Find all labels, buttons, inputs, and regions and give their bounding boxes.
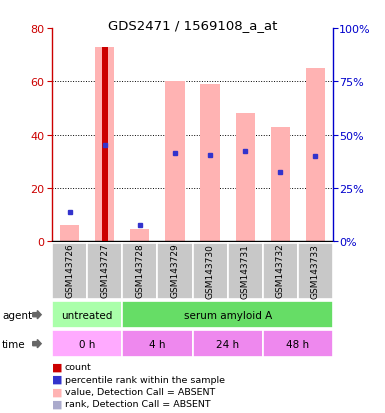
Bar: [165, 82, 184, 242]
Bar: [130, 230, 149, 242]
Text: GSM143733: GSM143733: [311, 243, 320, 298]
Text: GSM143732: GSM143732: [276, 243, 285, 298]
Bar: [236, 114, 255, 242]
Bar: [306, 69, 325, 242]
Bar: [60, 225, 79, 242]
Text: serum amyloid A: serum amyloid A: [184, 310, 272, 320]
Text: GSM143728: GSM143728: [135, 243, 144, 298]
Text: ■: ■: [52, 362, 62, 372]
Text: ■: ■: [52, 399, 62, 409]
Text: GSM143729: GSM143729: [171, 243, 179, 298]
Text: 0 h: 0 h: [79, 339, 95, 349]
Text: rank, Detection Call = ABSENT: rank, Detection Call = ABSENT: [65, 399, 210, 408]
Text: GSM143730: GSM143730: [206, 243, 214, 298]
Text: GSM143726: GSM143726: [65, 243, 74, 298]
Text: 48 h: 48 h: [286, 339, 310, 349]
Text: untreated: untreated: [62, 310, 113, 320]
Text: GDS2471 / 1569108_a_at: GDS2471 / 1569108_a_at: [108, 19, 277, 31]
Bar: [102, 47, 107, 242]
Text: time: time: [2, 339, 25, 349]
Bar: [95, 47, 114, 242]
Text: agent: agent: [2, 310, 32, 320]
Text: 24 h: 24 h: [216, 339, 239, 349]
Text: percentile rank within the sample: percentile rank within the sample: [65, 375, 225, 384]
Text: GSM143727: GSM143727: [100, 243, 109, 298]
Text: ■: ■: [52, 374, 62, 384]
Bar: [271, 127, 290, 242]
Bar: [201, 85, 220, 242]
Text: ■: ■: [52, 387, 62, 396]
Text: GSM143731: GSM143731: [241, 243, 250, 298]
Text: value, Detection Call = ABSENT: value, Detection Call = ABSENT: [65, 387, 215, 396]
Text: 4 h: 4 h: [149, 339, 166, 349]
Text: count: count: [65, 362, 91, 371]
